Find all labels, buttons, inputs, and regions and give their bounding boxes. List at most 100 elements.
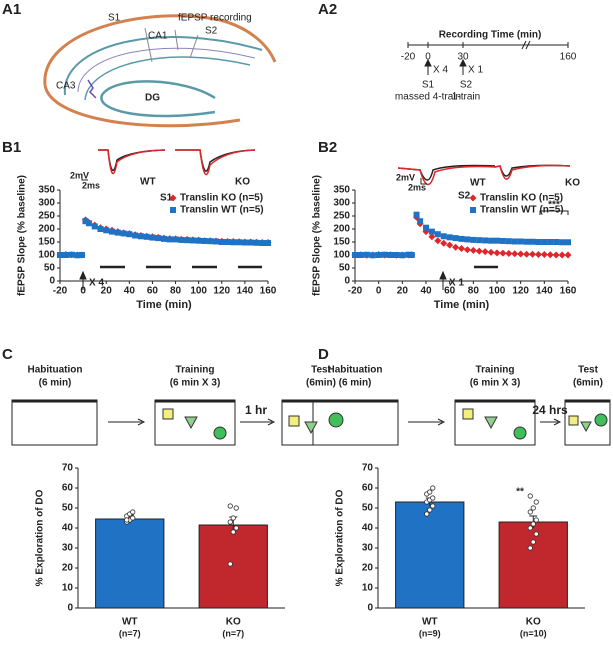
x-axis-label: Time (min) — [434, 299, 490, 311]
legend-label: Translin WT (n=5) — [480, 205, 564, 216]
marker — [452, 235, 459, 242]
marker — [352, 252, 358, 258]
marker — [428, 228, 435, 235]
marker — [440, 233, 447, 240]
annotation: X 1 — [449, 278, 464, 289]
marker — [564, 251, 572, 259]
label: fEPSP recording — [178, 13, 252, 24]
data-point — [427, 489, 433, 495]
y-tick-label: 100 — [38, 250, 55, 261]
step: (6 min) — [39, 378, 72, 389]
marker — [357, 252, 364, 258]
marker — [535, 239, 542, 245]
marker — [109, 228, 115, 235]
x-tick-label: WT — [422, 617, 438, 628]
marker — [189, 237, 196, 244]
marker — [375, 252, 382, 258]
step: Habituation — [328, 365, 383, 376]
timeline-title: Recording Time (min) — [439, 30, 542, 41]
marker — [458, 235, 465, 242]
marker — [488, 237, 495, 244]
timeline-tick: 30 — [457, 52, 469, 63]
x-tick-sublabel: (n=7) — [222, 628, 244, 638]
x-tick-label: 140 — [536, 286, 553, 297]
marker — [68, 251, 75, 258]
timeline-tick: 0 — [425, 52, 431, 63]
y-tick-label: 10 — [62, 583, 74, 594]
x-tick-sublabel: (n=10) — [520, 628, 547, 638]
panel-label: C — [2, 346, 13, 363]
trace-inset — [81, 149, 571, 186]
marker — [178, 236, 185, 243]
y-tick-label: 60 — [362, 483, 374, 494]
annotation: ** — [516, 487, 524, 498]
y-tick-label: 350 — [333, 185, 350, 196]
marker — [428, 233, 436, 241]
marker — [517, 238, 524, 245]
marker — [213, 238, 219, 245]
y-tick-label: 200 — [38, 224, 55, 235]
marker — [91, 223, 98, 230]
data-point — [124, 517, 130, 523]
marker — [446, 241, 454, 249]
marker — [417, 218, 424, 225]
marker — [149, 234, 156, 241]
marker — [446, 234, 453, 241]
x-axis-label: Time (min) — [136, 299, 192, 311]
timeline-tick: -20 — [401, 52, 416, 63]
marker — [452, 243, 460, 251]
marker — [253, 239, 260, 246]
label: 1-train — [452, 92, 480, 103]
marker — [552, 251, 560, 259]
data-point — [533, 517, 539, 523]
legend-label: Translin WT (n=5) — [180, 205, 264, 216]
data-point — [130, 509, 136, 515]
x-tick-label: 20 — [101, 286, 113, 297]
y-axis-label: fEPSP Slope (% baseline) — [312, 175, 323, 296]
panel-label: B2 — [318, 139, 337, 156]
delay: 1 hr — [245, 403, 267, 417]
data-point — [533, 531, 539, 537]
marker — [494, 237, 500, 244]
x-tick-label: KO — [226, 617, 241, 628]
marker — [369, 252, 376, 259]
marker — [469, 246, 477, 254]
marker — [218, 239, 225, 245]
marker — [464, 236, 471, 243]
legend-marker — [469, 194, 477, 202]
data-point — [227, 519, 233, 525]
bar — [95, 518, 165, 609]
marker — [523, 238, 530, 245]
x-tick-label: 160 — [560, 286, 577, 297]
marker — [408, 252, 415, 258]
marker — [132, 232, 139, 239]
annotation: *** — [548, 200, 560, 211]
y-tick-label: 200 — [333, 224, 350, 235]
marker — [259, 240, 266, 247]
label: CA1 — [148, 31, 168, 42]
y-tick-label: 250 — [38, 211, 55, 222]
marker — [470, 236, 477, 243]
data-point — [130, 515, 136, 521]
marker — [511, 250, 519, 258]
stim-count: X 1 — [468, 65, 483, 76]
data-point — [533, 499, 539, 505]
marker — [487, 248, 495, 256]
marker — [82, 218, 89, 225]
marker — [534, 250, 542, 258]
y-tick-label: 0 — [344, 276, 350, 287]
marker — [517, 250, 525, 258]
marker — [499, 237, 506, 244]
marker — [505, 238, 512, 245]
x-tick-label: 160 — [260, 286, 277, 297]
marker — [184, 237, 191, 244]
marker — [476, 237, 483, 244]
y-tick-label: 0 — [367, 603, 373, 614]
legend-marker — [470, 207, 476, 213]
y-tick-label: 10 — [362, 583, 374, 594]
y-tick-label: 40 — [362, 523, 374, 534]
x-tick-label: 60 — [147, 286, 159, 297]
y-tick-label: 50 — [44, 263, 56, 274]
x-tick-sublabel: (n=9) — [419, 628, 441, 638]
step: Habituation — [28, 365, 83, 376]
